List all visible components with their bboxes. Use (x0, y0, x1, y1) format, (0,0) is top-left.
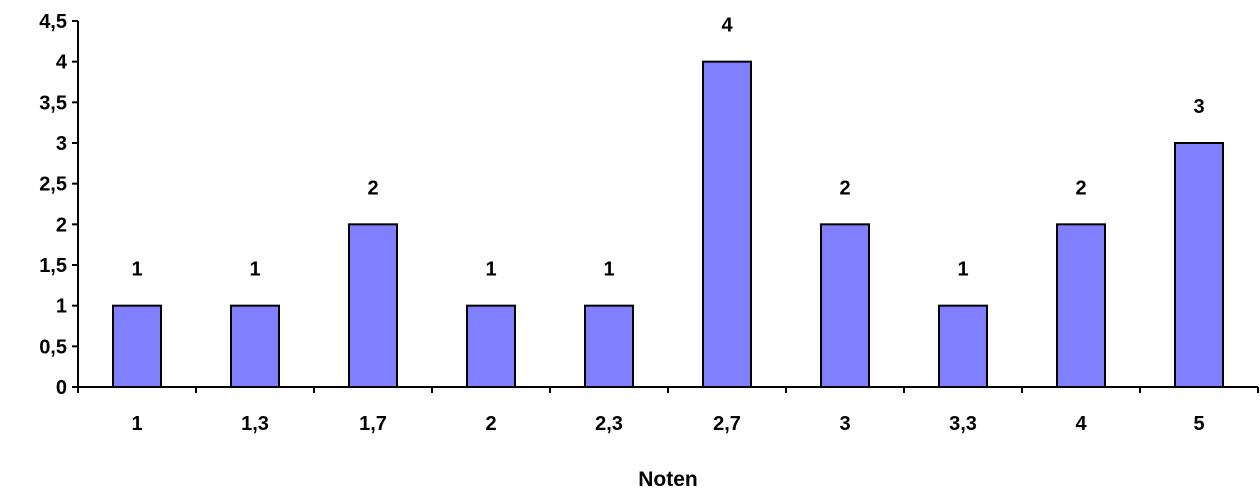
data-label: 1 (131, 259, 142, 281)
data-label: 1 (603, 259, 614, 281)
y-tick-label: 3 (56, 133, 67, 155)
data-label: 3 (1193, 96, 1204, 118)
y-tick-label: 4 (56, 52, 68, 74)
bar (1056, 223, 1106, 388)
bar (702, 60, 752, 389)
bar (938, 304, 988, 388)
x-tick-label: 1,3 (241, 413, 269, 435)
y-tick-label: 0 (56, 377, 67, 399)
data-label: 1 (485, 259, 496, 281)
x-tick-label: 4 (1075, 413, 1087, 435)
y-tick-label: 0,5 (39, 336, 67, 358)
data-label: 1 (957, 259, 968, 281)
y-tick-label: 3,5 (39, 92, 67, 114)
bars-group (112, 60, 1224, 389)
data-label: 2 (1075, 177, 1086, 199)
bar (348, 223, 398, 388)
data-label: 4 (721, 15, 733, 37)
x-tick-label: 2,7 (713, 413, 741, 435)
y-tick-label: 4,5 (39, 11, 67, 33)
y-ticks-group: 0 0,5 1 1,5 2 2,5 3 3,5 4 4,5 (39, 11, 78, 399)
data-labels-group: 1 1 2 1 1 4 2 1 2 3 (131, 15, 1204, 281)
x-tick-label: 1 (131, 413, 142, 435)
bar (820, 223, 870, 388)
x-ticks-group: 1 1,3 1,7 2 2,3 2,7 3 3,3 4 5 (77, 387, 1259, 435)
y-tick-label: 1 (56, 296, 67, 318)
bar (230, 304, 280, 388)
x-axis-title: Noten (638, 468, 698, 489)
x-tick-label: 5 (1193, 413, 1204, 435)
x-tick-label: 3 (839, 413, 850, 435)
bar (1174, 142, 1224, 388)
data-label: 2 (839, 177, 850, 199)
y-tick-label: 2,5 (39, 174, 67, 196)
bar (466, 304, 516, 388)
bar (112, 304, 162, 388)
x-tick-label: 3,3 (949, 413, 977, 435)
x-tick-label: 1,7 (359, 413, 387, 435)
x-tick-label: 2 (485, 413, 496, 435)
bar (584, 304, 634, 388)
y-tick-label: 2 (56, 214, 67, 236)
y-tick-label: 1,5 (39, 255, 67, 277)
data-label: 1 (249, 259, 260, 281)
x-tick-label: 2,3 (595, 413, 623, 435)
data-label: 2 (367, 177, 378, 199)
